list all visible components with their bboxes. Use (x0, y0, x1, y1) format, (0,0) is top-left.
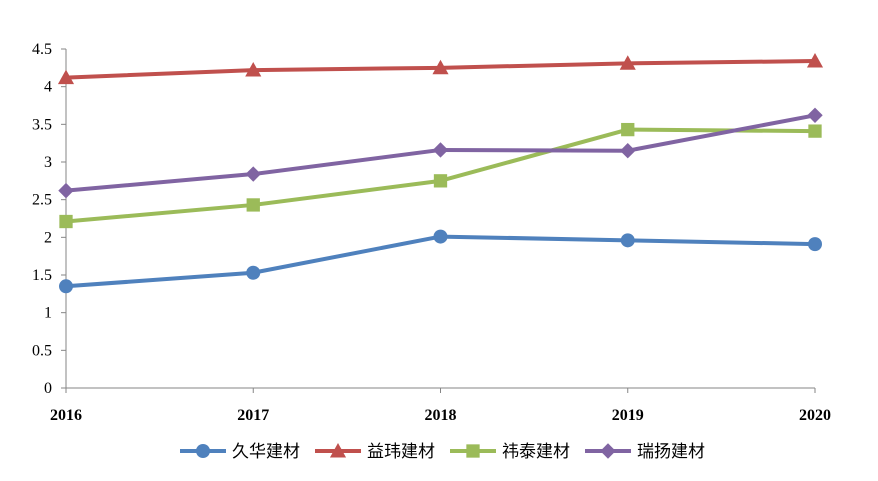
y-tick-label: 4.5 (32, 41, 52, 58)
x-tick-label: 2019 (612, 407, 644, 424)
series-1 (59, 229, 822, 294)
legend-label: 祎泰建材 (502, 442, 570, 462)
y-tick-label: 3 (44, 154, 52, 171)
x-axis-ticks: 2016 2017 2018 2019 2020 (50, 388, 831, 424)
data-point (621, 122, 635, 137)
y-tick-label: 0.5 (32, 342, 52, 359)
y-tick-label: 1.5 (32, 267, 52, 284)
x-tick-label: 2017 (237, 407, 269, 424)
chart-series (57, 53, 824, 294)
series-2 (57, 53, 824, 85)
data-point (620, 233, 635, 248)
data-point (808, 237, 822, 252)
x-tick-label: 2018 (425, 407, 457, 424)
legend-entry: 瑞扬建材 (585, 442, 705, 462)
x-tick-label: 2016 (50, 407, 82, 424)
legend-marker (196, 444, 210, 458)
legend-entry: 祎泰建材 (450, 442, 570, 462)
data-point (58, 182, 74, 199)
legend-label: 瑞扬建材 (637, 442, 705, 462)
data-point (246, 198, 260, 212)
legend-marker (600, 443, 616, 459)
legend-entry: 益玮建材 (315, 442, 435, 462)
data-point (57, 69, 75, 85)
data-point (245, 166, 261, 182)
data-point (432, 142, 449, 158)
chart-axes (65, 49, 815, 389)
data-point (246, 265, 261, 280)
y-tick-label: 4 (44, 79, 52, 96)
y-tick-label: 1 (44, 305, 52, 322)
data-point (620, 143, 636, 159)
data-point (619, 55, 636, 70)
y-tick-label: 0 (44, 380, 52, 397)
y-axis-ticks: 0 0.5 1 1.5 2 2.5 3 3.5 4 4.5 (32, 41, 66, 397)
series-3 (59, 122, 822, 229)
y-tick-label: 2 (44, 229, 52, 246)
legend-entry: 久华建材 (180, 442, 300, 462)
data-point (245, 62, 262, 77)
legend-marker (466, 444, 480, 458)
data-point (433, 174, 448, 188)
data-point (433, 229, 448, 244)
legend-label: 久华建材 (232, 442, 300, 462)
data-point (59, 214, 73, 229)
legend-marker (329, 442, 347, 458)
data-point (432, 59, 449, 75)
data-point (806, 53, 824, 68)
legend-label: 益玮建材 (367, 442, 435, 462)
data-point (808, 124, 822, 138)
series-4 (58, 107, 823, 199)
chart-legend: 久华建材 益玮建材 祎泰建材 瑞扬建材 (180, 442, 705, 462)
y-tick-label: 3.5 (32, 116, 52, 133)
data-point (59, 279, 73, 294)
y-tick-label: 2.5 (32, 192, 52, 209)
x-tick-label: 2020 (799, 407, 831, 424)
series-line (65, 234, 816, 289)
data-point (807, 107, 823, 123)
